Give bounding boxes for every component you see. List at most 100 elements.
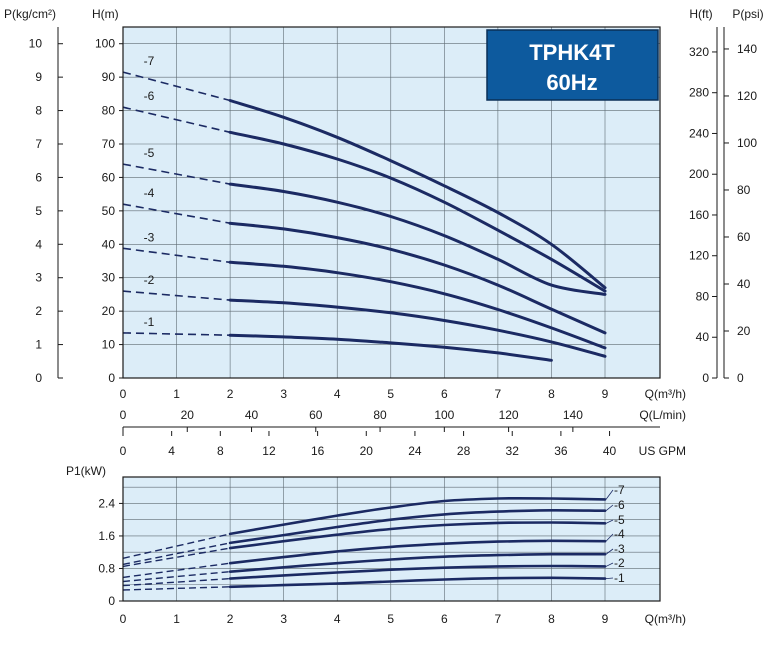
power-x-tick-label: 5: [387, 612, 394, 626]
ft-tick-label: 240: [689, 126, 709, 140]
lmin-tick-label: 60: [309, 408, 323, 422]
head-curve: [228, 182, 607, 296]
head-curve: [228, 298, 607, 358]
gpm-tick-label: 28: [457, 444, 471, 458]
head-curve-dashed: [122, 71, 231, 102]
power-curve-label: -5: [614, 513, 625, 527]
power-curve-label: -4: [614, 527, 625, 541]
head-plot-frame: [122, 26, 661, 379]
pressure-tick-label: 3: [35, 271, 42, 285]
pressure-tick-label: 0: [35, 371, 42, 385]
power-curve-leader: [605, 533, 614, 542]
head-curve: [228, 260, 607, 350]
power-x-tick-label: 0: [120, 612, 127, 626]
h-tick-label: 50: [102, 204, 116, 218]
ft-tick-label: 200: [689, 167, 709, 181]
power-curve-leader: [605, 489, 614, 500]
power-curve: [228, 564, 607, 580]
gpm-tick-label: 20: [360, 444, 374, 458]
head-x-tick-label: 8: [548, 387, 555, 401]
h-tick-label: 100: [95, 37, 115, 51]
pressure-tick-label: 7: [35, 137, 42, 151]
power-y-tick-label: 2.4: [98, 496, 115, 510]
h-tick-label: 70: [102, 137, 116, 151]
ft-tick-label: 40: [696, 330, 710, 344]
head-curve-label: -3: [144, 230, 155, 244]
power-plot-frame: [122, 476, 661, 602]
power-curve: [228, 508, 607, 545]
head-curve: [228, 99, 607, 290]
h-tick-label: 0: [108, 371, 115, 385]
power-x-tick-label: 9: [602, 612, 609, 626]
psi-tick-label: 40: [737, 277, 751, 291]
power-panel: -1-2-3-4-5-6-7 0 0.8 1.6 2.4 P1(kW) 0 1 2 3 4 5 6 7 8…: [66, 464, 686, 626]
power-curve: [228, 521, 607, 550]
h-tick-label: 60: [102, 170, 116, 184]
psi-tick-label: 60: [737, 230, 751, 244]
power-curve-dashed: [122, 577, 231, 587]
head-x-tick-label: 4: [334, 387, 341, 401]
ft-tick-label: 0: [702, 371, 709, 385]
pressure-tick-label: 5: [35, 204, 42, 218]
power-curve-dashed: [122, 562, 231, 579]
head-x-tick-label: 7: [495, 387, 502, 401]
secondary-flow-axes: 0 20 40 60 80 100 120 140 Q(L/min) 0 4 8 12 16 20 24 28 3…: [120, 408, 686, 458]
head-curve-label: -7: [144, 54, 155, 68]
head-curve-label: -5: [144, 146, 155, 160]
power-curve-dashed: [122, 586, 231, 591]
power-curve-leader: [605, 548, 614, 555]
secondary-axes: 0 20 40 60 80 100 120 140 Q(L/min) 0 4 8 12 16 20 24 28 3…: [120, 408, 686, 458]
head-axes: 0102030405060708090100H(m)012345678910P(…: [4, 7, 764, 401]
head-x-axis-label: Q(m³/h): [645, 387, 686, 401]
lmin-tick-label: 140: [563, 408, 583, 422]
power-y-tick-label: 0.8: [98, 561, 115, 575]
head-curve: [228, 333, 553, 362]
power-curve-label: -6: [614, 498, 625, 512]
gpm-tick-label: 32: [506, 444, 520, 458]
head-curve-dashed: [122, 290, 231, 301]
power-x-tick-label: 8: [548, 612, 555, 626]
power-y-axis-label: P1(kW): [66, 464, 106, 478]
h-tick-label: 80: [102, 104, 116, 118]
pressure-tick-label: 6: [35, 170, 42, 184]
power-curve-leader: [605, 562, 614, 567]
pressure-tick-label: 9: [35, 70, 42, 84]
head-x-tick-label: 9: [602, 387, 609, 401]
lmin-tick-label: 100: [434, 408, 454, 422]
head-curve-dashed: [122, 203, 231, 224]
power-curve-dashed: [122, 533, 231, 559]
power-x-tick-label: 6: [441, 612, 448, 626]
power-curve-label: -2: [614, 556, 625, 570]
power-curve-dashed: [122, 571, 231, 583]
power-curve-dashed: [122, 547, 231, 568]
power-curve-label: -7: [614, 483, 625, 497]
head-curve-dashed: [122, 163, 231, 185]
h-tick-label: 90: [102, 70, 116, 84]
head-x-tick-label: 0: [120, 387, 127, 401]
ft-tick-label: 320: [689, 45, 709, 59]
ft-tick-label: 280: [689, 86, 709, 100]
gpm-tick-label: 8: [217, 444, 224, 458]
gpm-tick-label: 24: [408, 444, 422, 458]
power-x-tick-label: 7: [495, 612, 502, 626]
title-line2: 60Hz: [546, 70, 597, 95]
h-tick-label: 10: [102, 338, 116, 352]
power-y-tick-label: 0: [108, 594, 115, 608]
power-curve: [228, 539, 607, 565]
head-curve: [228, 130, 607, 293]
pressure-axis-label: P(kg/cm²): [4, 7, 56, 21]
head-curve-label: -1: [144, 315, 155, 329]
lmin-axis-label: Q(L/min): [639, 408, 686, 422]
head-curve-label: -6: [144, 89, 155, 103]
title-line1: TPHK4T: [529, 40, 615, 65]
psi-tick-label: 140: [737, 42, 757, 56]
head-curves: -1 -2 -3 -4 -5 -6 -7: [122, 54, 607, 362]
psi-tick-label: 120: [737, 89, 757, 103]
h-axis-label: H(m): [92, 7, 119, 21]
power-curve-leader: [605, 577, 614, 580]
head-curve-dashed: [122, 332, 231, 336]
pressure-tick-label: 8: [35, 104, 42, 118]
gpm-tick-label: 40: [603, 444, 617, 458]
ft-tick-label: 80: [696, 289, 710, 303]
power-axes: 0 0.8 1.6 2.4 P1(kW) 0 1 2 3 4 5 6 7 8 9 Q(m³/h): [66, 464, 686, 626]
